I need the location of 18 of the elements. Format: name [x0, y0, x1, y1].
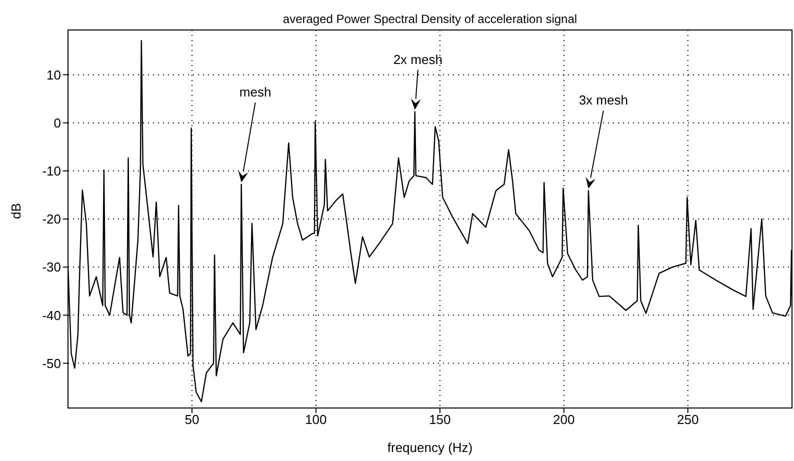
x-tick-label: 250: [677, 412, 699, 428]
annotation: 3x mesh: [578, 92, 628, 108]
x-tick-label: 100: [305, 412, 327, 428]
y-tick-label: -30: [42, 260, 61, 275]
chart-title: averaged Power Spectral Density of acceleration signal: [282, 12, 578, 26]
y-tick-label: -40: [42, 308, 61, 323]
y-tick-label: 0: [54, 115, 61, 130]
x-axis-title: frequency (Hz): [387, 440, 473, 455]
x-tick-label: 50: [184, 412, 200, 428]
y-axis-title: dB: [8, 203, 24, 219]
y-tick-label: -10: [42, 164, 61, 179]
annotation: 2x mesh: [393, 52, 442, 67]
x-tick-label: 150: [429, 412, 451, 428]
y-tick-label: 10: [46, 67, 61, 82]
y-tick-label: -50: [42, 356, 61, 371]
annotation: mesh: [239, 84, 272, 100]
y-tick-label: -20: [42, 212, 61, 227]
x-tick-label: 200: [553, 412, 575, 428]
